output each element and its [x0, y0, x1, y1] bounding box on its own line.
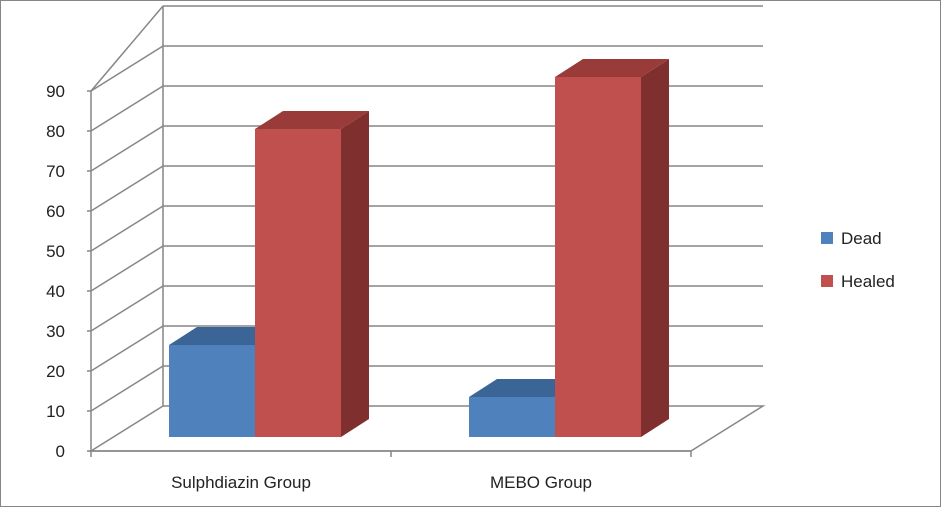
x-category-label: Sulphdiazin Group — [171, 473, 311, 492]
y-tick-label: 0 — [56, 442, 65, 461]
bars — [169, 59, 669, 437]
gridline-diagonal — [90, 365, 164, 412]
gridline-diagonal — [90, 205, 164, 252]
category-labels: Sulphdiazin Group MEBO Group — [171, 473, 592, 492]
y-tick-label: 10 — [46, 402, 65, 421]
gridline-diagonal — [90, 165, 164, 212]
bar-side-healed — [641, 59, 669, 437]
y-tick-label: 30 — [46, 322, 65, 341]
bar-top-healed — [255, 111, 369, 129]
bar-top-healed — [555, 59, 669, 77]
x-category-label: MEBO Group — [490, 473, 592, 492]
gridline-diagonal — [90, 245, 164, 292]
legend-swatch-dead — [821, 232, 833, 244]
bar-dead — [169, 345, 255, 437]
bar-top-dead — [469, 379, 583, 397]
gridline-diagonal — [90, 285, 164, 332]
legend-swatch-healed — [821, 275, 833, 287]
gridline-diagonal — [90, 85, 164, 132]
axes — [87, 90, 692, 457]
legend-label: Dead — [841, 229, 882, 248]
bar-healed — [255, 129, 341, 437]
bar-side-healed — [341, 111, 369, 437]
bar-top-dead — [169, 327, 283, 345]
y-tick-label: 50 — [46, 242, 65, 261]
y-tick-label: 70 — [46, 162, 65, 181]
legend: Dead Healed — [821, 229, 895, 291]
y-tick-label: 80 — [46, 122, 65, 141]
bar-dead — [469, 397, 555, 437]
y-tick-labels: 0 10 20 30 40 50 60 70 80 90 — [46, 82, 65, 461]
y-tick-label: 60 — [46, 202, 65, 221]
bar-healed — [555, 77, 641, 437]
gridline-diagonal — [90, 45, 164, 92]
gridline-diagonal — [90, 125, 164, 172]
legend-label: Healed — [841, 272, 895, 291]
y-tick-label: 90 — [46, 82, 65, 101]
y-tick-label: 40 — [46, 282, 65, 301]
gridline-diagonal — [90, 325, 164, 372]
gridline-diagonal-top — [90, 5, 164, 92]
y-tick-label: 20 — [46, 362, 65, 381]
